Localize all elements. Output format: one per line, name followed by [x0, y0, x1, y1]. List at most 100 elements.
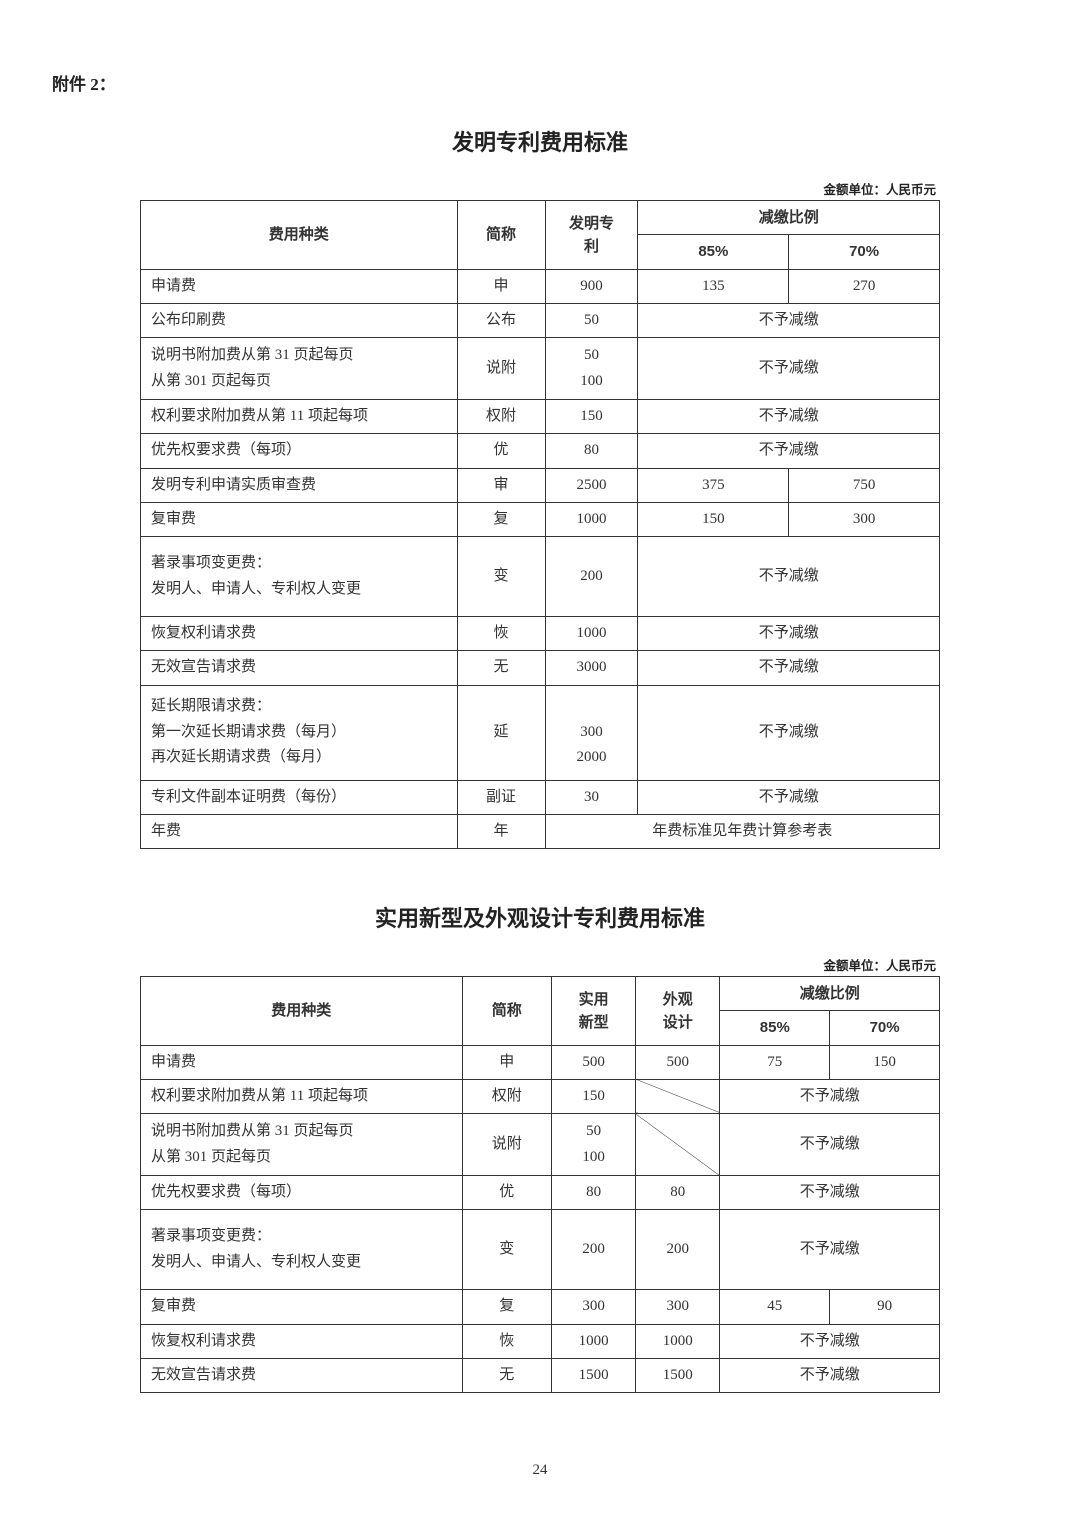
cell: 不予减缴: [720, 1358, 940, 1392]
cell: 发明专利申请实质审查费: [141, 468, 458, 502]
cell: 50: [545, 303, 638, 337]
cell: 75: [720, 1045, 830, 1079]
table-row: 复审费 复 300 300 45 90: [141, 1290, 940, 1324]
cell: 200: [545, 537, 638, 617]
t2-head-category: 费用种类: [141, 977, 463, 1046]
cell: 300: [551, 1290, 635, 1324]
cell: 说明书附加费从第 31 页起每页从第 301 页起每页: [141, 1114, 463, 1176]
cell: 2500: [545, 468, 638, 502]
cell: 500: [551, 1045, 635, 1079]
cell: 优先权要求费（每项）: [141, 434, 458, 468]
cell: 优: [462, 1176, 551, 1210]
cell: 年费: [141, 814, 458, 848]
t1-head-abbr: 简称: [457, 201, 545, 270]
table2-title: 实用新型及外观设计专利费用标准: [140, 901, 940, 933]
cell: 不予减缴: [720, 1079, 940, 1113]
cell: 3000: [545, 651, 638, 685]
cell: 不予减缴: [720, 1114, 940, 1176]
cell: 150: [830, 1045, 940, 1079]
table-row: 申请费 申 900 135 270: [141, 269, 940, 303]
cell: 变: [457, 537, 545, 617]
cell: 不予减缴: [720, 1210, 940, 1290]
cell: 年费标准见年费计算参考表: [545, 814, 940, 848]
cell: 优: [457, 434, 545, 468]
cell: 45: [720, 1290, 830, 1324]
cell: 权利要求附加费从第 11 项起每项: [141, 400, 458, 434]
table-row: 优先权要求费（每项） 优 80 80 不予减缴: [141, 1176, 940, 1210]
table-row: 延长期限请求费：第一次延长期请求费（每月）再次延长期请求费（每月） 延 3002…: [141, 685, 940, 780]
cell: 900: [545, 269, 638, 303]
cell: 750: [789, 468, 940, 502]
table-row: 年费 年 年费标准见年费计算参考表: [141, 814, 940, 848]
cell: 80: [551, 1176, 635, 1210]
cell: 权附: [457, 400, 545, 434]
cell: 说明书附加费从第 31 页起每页从第 301 页起每页: [141, 338, 458, 400]
cell: 不予减缴: [720, 1324, 940, 1358]
table-row: 发明专利申请实质审查费 审 2500 375 750: [141, 468, 940, 502]
table1-unit: 金额单位：人民币元: [140, 179, 940, 198]
cell: 年: [457, 814, 545, 848]
page-number: 24: [0, 1462, 1080, 1479]
cell: 135: [638, 269, 789, 303]
cell: 不予减缴: [638, 303, 940, 337]
cell: 375: [638, 468, 789, 502]
table-row: 恢复权利请求费 恢 1000 1000 不予减缴: [141, 1324, 940, 1358]
cell: 不予减缴: [638, 780, 940, 814]
cell: 200: [636, 1210, 720, 1290]
cell: 150: [545, 400, 638, 434]
table1: 费用种类 简称 发明专利 减缴比例 85% 70% 申请费 申 900 135 …: [140, 200, 940, 849]
cell: 变: [462, 1210, 551, 1290]
cell: 1000: [545, 502, 638, 536]
appendix-label: 附件 2：: [52, 70, 940, 95]
table-row: 公布印刷费 公布 50 不予减缴: [141, 303, 940, 337]
cell: 优先权要求费（每项）: [141, 1176, 463, 1210]
cell: 恢复权利请求费: [141, 617, 458, 651]
cell: 专利文件副本证明费（每份）: [141, 780, 458, 814]
cell: 复: [457, 502, 545, 536]
cell: 权附: [462, 1079, 551, 1113]
table-row: 无效宣告请求费 无 3000 不予减缴: [141, 651, 940, 685]
cell: 著录事项变更费：发明人、申请人、专利权人变更: [141, 1210, 463, 1290]
cell: 公布: [457, 303, 545, 337]
cell: 权利要求附加费从第 11 项起每项: [141, 1079, 463, 1113]
cell: 申: [462, 1045, 551, 1079]
table-row: 复审费 复 1000 150 300: [141, 502, 940, 536]
cell: 80: [545, 434, 638, 468]
table-row: 说明书附加费从第 31 页起每页从第 301 页起每页 说附 50100 不予减…: [141, 338, 940, 400]
cell: 150: [638, 502, 789, 536]
cell: 复审费: [141, 1290, 463, 1324]
cell: 审: [457, 468, 545, 502]
table2-unit: 金额单位：人民币元: [140, 955, 940, 974]
cell: 延: [457, 685, 545, 780]
cell: 无: [457, 651, 545, 685]
cell: 30: [545, 780, 638, 814]
cell: 1000: [551, 1324, 635, 1358]
diagonal-cell: [636, 1114, 720, 1176]
t2-head-reduction: 减缴比例: [720, 977, 940, 1011]
cell: 不予减缴: [638, 617, 940, 651]
diagonal-cell: [636, 1079, 720, 1113]
table-row: 恢复权利请求费 恢 1000 不予减缴: [141, 617, 940, 651]
t2-head-design: 外观设计: [636, 977, 720, 1046]
table1-title: 发明专利费用标准: [140, 125, 940, 157]
t2-head-abbr: 简称: [462, 977, 551, 1046]
cell: 不予减缴: [638, 434, 940, 468]
cell: 150: [551, 1079, 635, 1113]
cell: 不予减缴: [638, 651, 940, 685]
t1-head-reduction: 减缴比例: [638, 201, 940, 235]
table-row: 权利要求附加费从第 11 项起每项 权附 150 不予减缴: [141, 1079, 940, 1113]
cell: 恢: [462, 1324, 551, 1358]
t1-head-invention: 发明专利: [545, 201, 638, 270]
table2: 费用种类 简称 实用新型 外观设计 减缴比例 85% 70% 申请费 申 500…: [140, 976, 940, 1393]
cell: 延长期限请求费：第一次延长期请求费（每月）再次延长期请求费（每月）: [141, 685, 458, 780]
table-row: 说明书附加费从第 31 页起每页从第 301 页起每页 说附 50100 不予减…: [141, 1114, 940, 1176]
cell: 270: [789, 269, 940, 303]
cell: 著录事项变更费：发明人、申请人、专利权人变更: [141, 537, 458, 617]
cell: 300: [789, 502, 940, 536]
table-row: 优先权要求费（每项） 优 80 不予减缴: [141, 434, 940, 468]
t2-head-utility: 实用新型: [551, 977, 635, 1046]
cell: 副证: [457, 780, 545, 814]
cell: 说附: [462, 1114, 551, 1176]
cell: 公布印刷费: [141, 303, 458, 337]
cell: 不予减缴: [638, 537, 940, 617]
